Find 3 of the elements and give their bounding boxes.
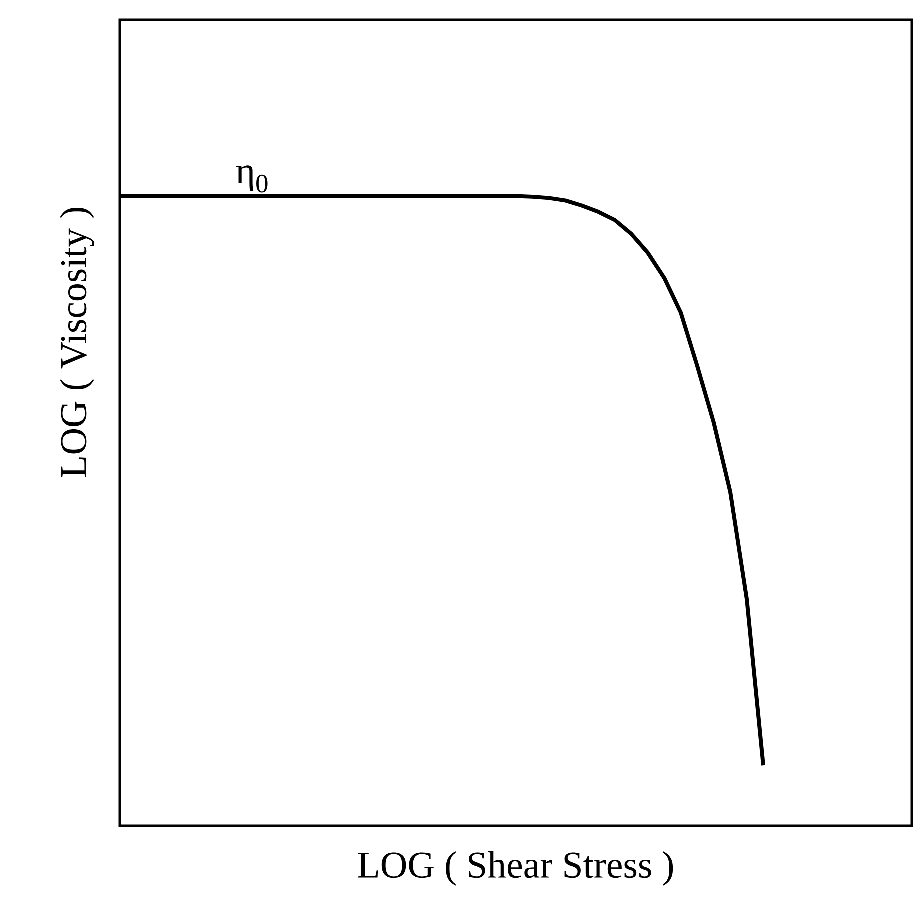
x-axis-title: LOG ( Shear Stress ) [358, 852, 674, 886]
text: η$_{0}$ [236, 166, 268, 193]
y-axis-title: LOG ( Viscosity ) [60, 208, 94, 478]
